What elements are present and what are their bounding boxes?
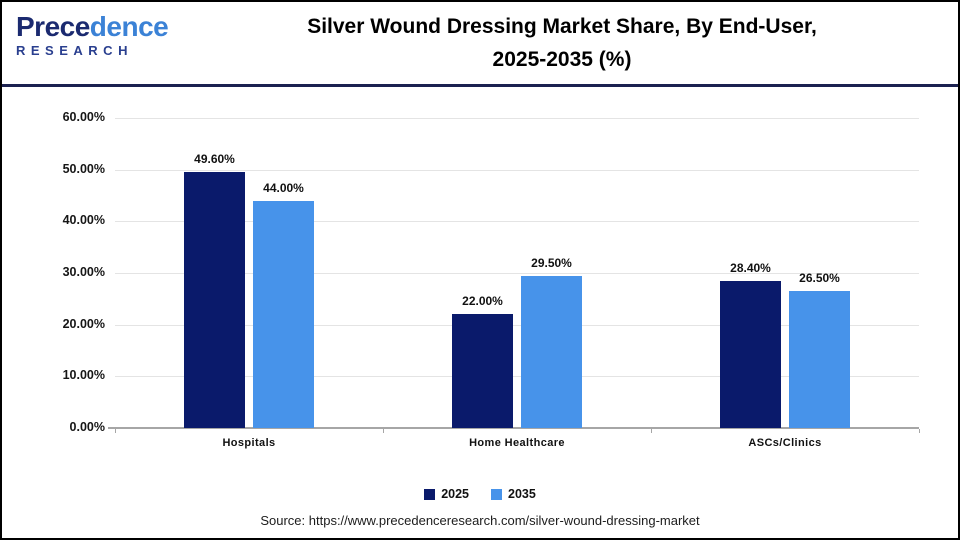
x-axis-category-label: Hospitals [222, 437, 276, 449]
bar-2035-ascs-clinics [789, 291, 850, 428]
y-axis-tick-label: 10.00% [62, 368, 105, 383]
y-axis-tick-label: 0.00% [69, 420, 105, 434]
logo-brand-text: Precedence [16, 12, 191, 42]
x-axis-category-label: ASCs/Clinics [748, 437, 822, 449]
bar-value-label: 26.50% [799, 271, 840, 286]
precedence-research-logo: Precedence RESEARCH [16, 12, 191, 59]
gridline [115, 169, 919, 171]
legend: 2025 2035 [2, 486, 958, 502]
legend-label-2025: 2025 [441, 487, 469, 501]
gridline [115, 118, 919, 119]
x-axis-tick [651, 429, 652, 433]
x-axis-tick [919, 429, 920, 433]
y-axis-tick-label: 30.00% [62, 265, 105, 279]
legend-swatch-2025 [424, 488, 436, 500]
bar-value-label: 44.00% [263, 180, 304, 195]
y-axis-tick-label: 20.00% [62, 316, 105, 331]
bar-2025-ascs-clinics [720, 281, 781, 428]
gridline [115, 324, 919, 326]
chart-title-line1: Silver Wound Dressing Market Share, By E… [307, 15, 817, 38]
chart-title: Silver Wound Dressing Market Share, By E… [180, 10, 944, 76]
x-axis-tick [383, 429, 384, 433]
y-axis-tick-label: 50.00% [62, 161, 105, 176]
bar-2035-home-healthcare [521, 275, 582, 428]
legend-item-2035: 2035 [491, 487, 536, 501]
logo-brand-part2: dence [89, 11, 169, 42]
bar-2035-hospitals [253, 200, 314, 428]
bar-2025-hospitals [184, 171, 245, 428]
header-divider [2, 84, 958, 87]
source-text: Source: https://www.precedenceresearch.c… [260, 513, 700, 528]
gridline [115, 273, 919, 274]
bar-value-label: 22.00% [462, 294, 503, 309]
chart-title-line2: 2025-2035 (%) [492, 48, 632, 71]
logo-subbrand-text: RESEARCH [16, 43, 133, 58]
legend-label-2035: 2035 [508, 487, 536, 501]
x-axis-category-label: Home Healthcare [469, 437, 565, 449]
bar-value-label: 49.60% [194, 151, 235, 166]
bar-value-label: 29.50% [531, 255, 572, 270]
y-axis-tick-label: 60.00% [62, 110, 105, 124]
bar-2025-home-healthcare [452, 314, 513, 428]
x-axis-tick [115, 429, 116, 433]
legend-swatch-2035 [491, 488, 502, 500]
bar-value-label: 28.40% [730, 261, 771, 276]
gridline [115, 376, 919, 378]
logo-brand-part1: Prece [16, 11, 90, 42]
legend-item-2025: 2025 [424, 487, 469, 501]
x-axis-line [108, 427, 919, 429]
gridline [115, 221, 919, 223]
y-axis-tick-label: 40.00% [62, 213, 105, 228]
